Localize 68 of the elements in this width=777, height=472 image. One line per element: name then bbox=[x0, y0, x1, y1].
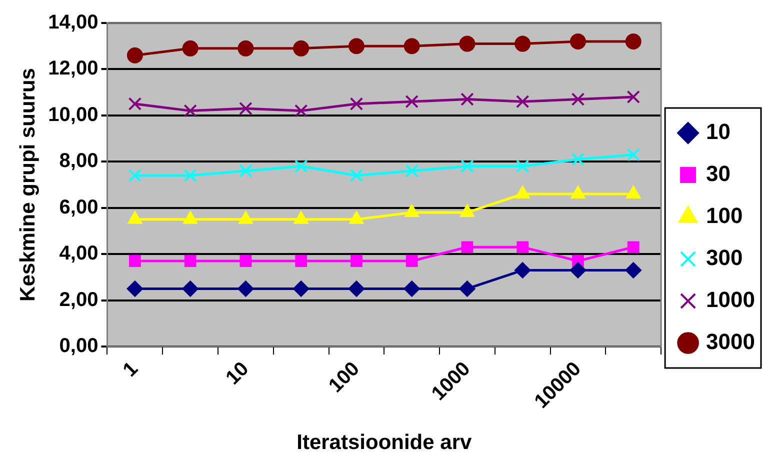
point bbox=[184, 255, 196, 267]
legend-label: 1000 bbox=[706, 287, 756, 312]
point bbox=[570, 33, 586, 50]
point bbox=[571, 152, 585, 166]
legend-label: 10 bbox=[706, 119, 731, 144]
point bbox=[459, 280, 476, 297]
y-tick-label: 0,00 bbox=[59, 335, 98, 358]
point bbox=[128, 255, 141, 267]
x-tick-label: 10 bbox=[222, 358, 254, 390]
point bbox=[182, 40, 198, 56]
point bbox=[405, 164, 418, 178]
point bbox=[405, 94, 418, 108]
legend-label: 300 bbox=[706, 245, 743, 270]
point bbox=[459, 36, 476, 52]
point bbox=[404, 38, 420, 54]
point bbox=[293, 280, 310, 297]
y-tick-label: 4,00 bbox=[59, 242, 98, 265]
point bbox=[514, 36, 531, 52]
point bbox=[626, 90, 640, 104]
point bbox=[516, 241, 529, 254]
point bbox=[460, 160, 474, 173]
point bbox=[461, 241, 474, 254]
point bbox=[350, 97, 364, 111]
legend-label: 3000 bbox=[706, 329, 756, 354]
y-tick-label: 8,00 bbox=[59, 150, 98, 172]
point bbox=[294, 160, 308, 173]
y-axis-title: Keskmine grupi suurus bbox=[16, 68, 40, 302]
legend-label: 100 bbox=[706, 203, 743, 228]
y-tick-label: 2,00 bbox=[59, 288, 98, 311]
point bbox=[128, 168, 142, 182]
point bbox=[627, 241, 640, 254]
point bbox=[239, 102, 252, 116]
point bbox=[516, 94, 530, 108]
point bbox=[570, 262, 586, 278]
point bbox=[238, 40, 254, 56]
point bbox=[239, 164, 252, 178]
y-tick-label: 6,00 bbox=[59, 196, 98, 218]
point bbox=[625, 262, 642, 278]
y-tick-label: 14,00 bbox=[48, 12, 98, 34]
point bbox=[182, 280, 198, 297]
point bbox=[348, 38, 364, 54]
point bbox=[406, 255, 418, 267]
point bbox=[626, 148, 640, 162]
point bbox=[571, 92, 585, 106]
x-tick-label: 1 bbox=[118, 358, 142, 382]
point bbox=[460, 92, 474, 106]
point bbox=[240, 255, 252, 267]
point bbox=[350, 255, 362, 267]
point bbox=[184, 104, 197, 118]
point bbox=[126, 47, 143, 64]
point bbox=[348, 280, 364, 297]
point bbox=[126, 280, 143, 297]
point bbox=[625, 33, 642, 50]
point bbox=[293, 40, 310, 56]
point bbox=[295, 255, 308, 267]
point bbox=[514, 262, 531, 278]
legend-label: 30 bbox=[706, 161, 731, 186]
x-axis-title: Iteratsioonide arv bbox=[296, 431, 472, 454]
point bbox=[238, 280, 254, 297]
x-tick-label: 100 bbox=[324, 358, 364, 398]
point bbox=[184, 168, 197, 182]
point bbox=[294, 104, 308, 118]
y-tick-label: 12,00 bbox=[48, 58, 98, 80]
point bbox=[516, 160, 530, 173]
point bbox=[404, 280, 420, 297]
y-tick-label: 10,00 bbox=[48, 104, 98, 126]
point bbox=[350, 168, 364, 182]
point bbox=[128, 97, 142, 111]
